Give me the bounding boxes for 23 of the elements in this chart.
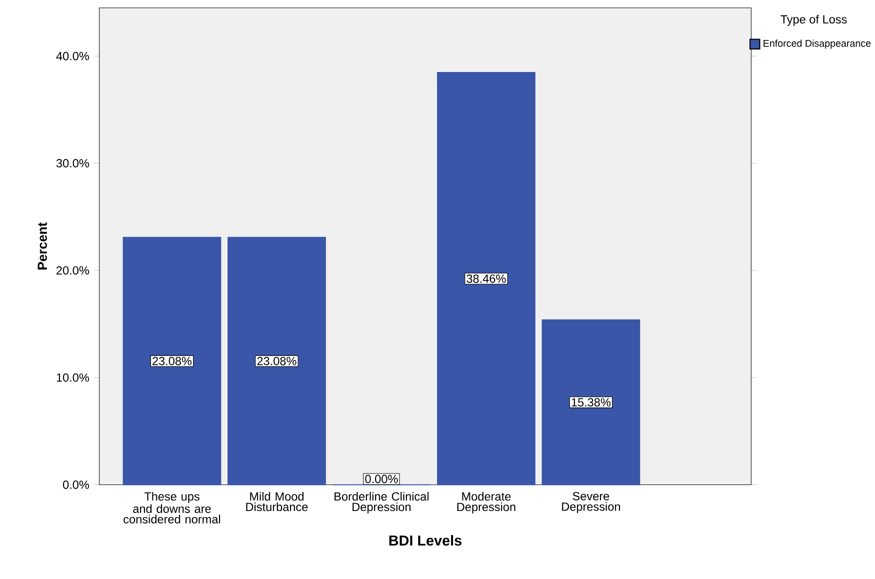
- y-tick-label: 40.0%: [56, 52, 90, 60]
- x-tick-label: Mild Mood Disturbance: [246, 492, 308, 512]
- data-label: 0.00%: [365, 474, 398, 484]
- data-label: 23.08%: [152, 356, 192, 366]
- y-axis-title: Percent: [38, 222, 47, 270]
- data-label: 15.38%: [572, 398, 611, 406]
- y-tick-label: 0.0%: [62, 480, 90, 489]
- bar: [437, 72, 536, 486]
- x-tick-label: These ups and downs are considered normal: [124, 492, 220, 524]
- legend-title: Type of Loss: [780, 14, 847, 26]
- x-axis-title: BDI Levels: [389, 535, 462, 546]
- bar: [228, 236, 326, 486]
- bar: [122, 236, 222, 486]
- data-label: 38.46%: [466, 274, 506, 283]
- data-label: 23.08%: [257, 356, 296, 366]
- y-tick-label: 30.0%: [56, 159, 90, 168]
- x-tick-label: Borderline Clinical Depression: [334, 492, 429, 514]
- bar: [542, 319, 640, 486]
- legend-label: Enforced Disappearance: [764, 40, 871, 49]
- x-tick-label: Severe Depression: [562, 492, 620, 514]
- y-tick-label: 20.0%: [56, 266, 90, 275]
- x-tick-label: Moderate Depression: [457, 492, 516, 514]
- y-tick-label: 10.0%: [56, 373, 90, 382]
